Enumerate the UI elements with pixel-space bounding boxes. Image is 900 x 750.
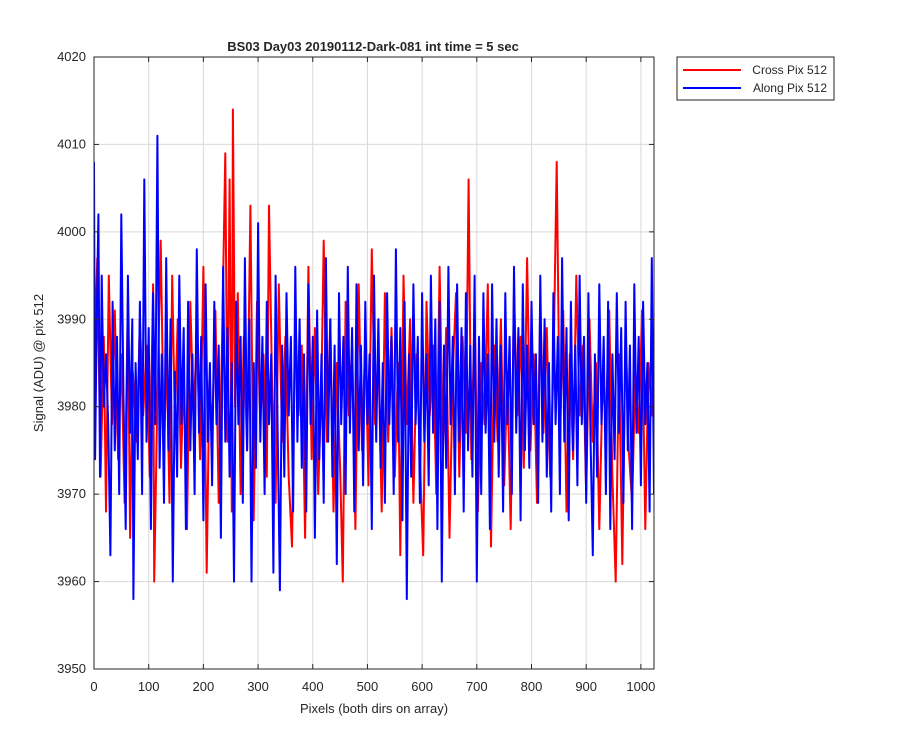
y-tick-label: 4010 bbox=[57, 136, 86, 151]
ticks bbox=[93, 56, 654, 670]
y-tick-label: 3990 bbox=[57, 311, 86, 326]
x-tick-label: 700 bbox=[466, 679, 488, 694]
y-tick-label: 3980 bbox=[57, 399, 86, 414]
series-layer bbox=[94, 108, 654, 601]
x-tick-label: 500 bbox=[357, 679, 379, 694]
y-tick-label: 3960 bbox=[57, 574, 86, 589]
x-tick-label: 900 bbox=[575, 679, 597, 694]
tick-labels: 0 100 200 300 400 500 600 700 800 900 1000 3950 3960… bbox=[57, 49, 655, 694]
x-tick-label: 200 bbox=[193, 679, 215, 694]
y-tick-label: 3970 bbox=[57, 486, 86, 501]
x-tick-label: 400 bbox=[302, 679, 324, 694]
series-line-1 bbox=[94, 134, 654, 601]
x-tick-label: 800 bbox=[521, 679, 543, 694]
legend-label-along-pix: Along Pix 512 bbox=[753, 81, 827, 95]
x-tick-label: 300 bbox=[247, 679, 269, 694]
x-tick-label: 100 bbox=[138, 679, 160, 694]
y-tick-label: 4000 bbox=[57, 224, 86, 239]
axes-box bbox=[93, 56, 655, 670]
chart-title: BS03 Day03 20190112-Dark-081 int time = … bbox=[227, 39, 519, 54]
y-tick-label: 4020 bbox=[57, 49, 86, 64]
y-axis-label: Signal (ADU) @ pix 512 bbox=[31, 294, 46, 432]
x-tick-label: 1000 bbox=[626, 679, 655, 694]
y-tick-label: 3950 bbox=[57, 661, 86, 676]
x-tick-label: 600 bbox=[411, 679, 433, 694]
x-tick-label: 0 bbox=[90, 679, 97, 694]
plot-clip bbox=[94, 108, 654, 601]
legend-box bbox=[676, 56, 835, 101]
legend-label-cross-pix: Cross Pix 512 bbox=[752, 63, 827, 77]
x-axis-label: Pixels (both dirs on array) bbox=[300, 701, 448, 716]
legend: Cross Pix 512 Along Pix 512 bbox=[676, 56, 835, 101]
